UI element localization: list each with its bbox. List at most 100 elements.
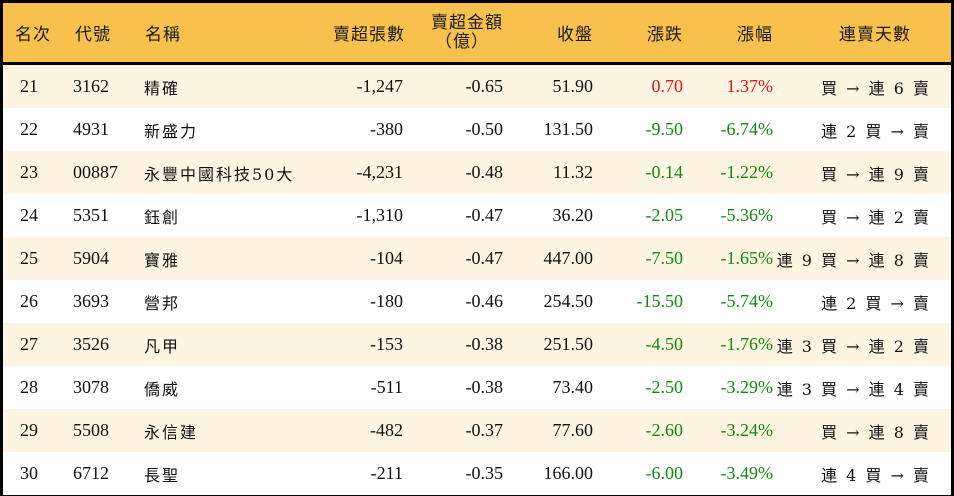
table-body: 21 3162 精確 -1,247 -0.65 51.90 0.70 1.37%… — [3, 65, 951, 495]
net-sell-amount-cell: -0.65 — [465, 76, 504, 96]
close-cell: 254.50 — [543, 291, 594, 311]
header-code[interactable]: 代號 — [75, 25, 111, 45]
net-sell-lots-cell: -482 — [370, 420, 403, 440]
streak-cell: 連 9 買 → 連 8 賣 — [776, 250, 931, 270]
net-sell-amount-cell: -0.47 — [465, 205, 504, 225]
net-sell-lots-cell: -4,231 — [356, 162, 404, 182]
net-sell-lots-cell: -153 — [370, 334, 403, 354]
rank-cell: 23 — [20, 162, 38, 182]
change-cell: -2.50 — [645, 377, 684, 397]
net-sell-lots-cell: -211 — [370, 463, 403, 483]
name-cell: 長聖 — [144, 465, 181, 485]
change-cell: -0.14 — [645, 162, 684, 182]
code-cell: 3078 — [73, 377, 109, 397]
name-cell: 永信建 — [144, 422, 199, 442]
code-cell: 3526 — [73, 334, 109, 354]
name-cell: 永豐中國科技50大 — [144, 164, 295, 184]
code-cell: 3693 — [73, 291, 109, 311]
rank-cell: 28 — [20, 377, 38, 397]
header-net-sell-lots[interactable]: 賣超張數 — [333, 25, 405, 45]
change-pct-cell: -1.76% — [720, 334, 774, 354]
net-sell-amount-cell: -0.37 — [465, 420, 504, 440]
net-sell-lots-cell: -1,247 — [356, 76, 404, 96]
change-cell: -2.60 — [645, 420, 684, 440]
code-cell: 5904 — [73, 248, 109, 268]
name-cell: 新盛力 — [144, 121, 199, 141]
code-cell: 3162 — [73, 76, 109, 96]
change-pct-cell: -1.65% — [720, 248, 774, 268]
close-cell: 251.50 — [543, 334, 594, 354]
code-cell: 5508 — [73, 420, 109, 440]
change-pct-cell: -3.24% — [720, 420, 774, 440]
rank-cell: 24 — [20, 205, 38, 225]
net-sell-lots-cell: -1,310 — [356, 205, 404, 225]
rank-cell: 29 — [20, 420, 38, 440]
name-cell: 鈺創 — [144, 207, 181, 227]
streak-cell: 連 3 買 → 連 2 賣 — [776, 336, 931, 356]
table-row[interactable]: 27 3526 凡甲 -153 -0.38 251.50 -4.50 -1.76… — [3, 323, 951, 366]
header-change[interactable]: 漲跌 — [647, 25, 683, 45]
net-sell-lots-cell: -104 — [370, 248, 403, 268]
table-row[interactable]: 25 5904 寶雅 -104 -0.47 447.00 -7.50 -1.65… — [3, 237, 951, 280]
header-net-sell-amount-unit: （億） — [435, 31, 489, 52]
change-cell: -4.50 — [645, 334, 684, 354]
close-cell: 73.40 — [552, 377, 594, 397]
streak-cell: 連 2 買 → 賣 — [821, 293, 931, 313]
streak-cell: 買 → 連 2 賣 — [821, 207, 931, 227]
net-sell-lots-cell: -511 — [370, 377, 403, 397]
net-sell-amount-cell: -0.38 — [465, 334, 504, 354]
name-cell: 僑威 — [144, 379, 181, 399]
streak-cell: 連 4 買 → 賣 — [821, 465, 931, 485]
net-sell-amount-cell: -0.38 — [465, 377, 504, 397]
change-cell: -2.05 — [645, 205, 684, 225]
rank-cell: 30 — [20, 463, 38, 483]
streak-cell: 連 3 買 → 連 4 賣 — [776, 379, 931, 399]
code-cell: 4931 — [73, 119, 109, 139]
name-cell: 凡甲 — [144, 336, 181, 356]
net-sell-amount-cell: -0.48 — [465, 162, 504, 182]
code-cell: 6712 — [73, 463, 109, 483]
rank-cell: 22 — [20, 119, 38, 139]
table-row[interactable]: 21 3162 精確 -1,247 -0.65 51.90 0.70 1.37%… — [3, 65, 951, 108]
rank-cell: 26 — [20, 291, 38, 311]
change-cell: -15.50 — [636, 291, 684, 311]
header-change-pct[interactable]: 漲幅 — [737, 25, 773, 45]
table-row[interactable]: 28 3078 僑威 -511 -0.38 73.40 -2.50 -3.29%… — [3, 366, 951, 409]
table-row[interactable]: 24 5351 鈺創 -1,310 -0.47 36.20 -2.05 -5.3… — [3, 194, 951, 237]
table-row[interactable]: 29 5508 永信建 -482 -0.37 77.60 -2.60 -3.24… — [3, 409, 951, 452]
name-cell: 營邦 — [144, 293, 181, 313]
table-row[interactable]: 23 00887 永豐中國科技50大 -4,231 -0.48 11.32 -0… — [3, 151, 951, 194]
change-cell: -7.50 — [645, 248, 684, 268]
close-cell: 447.00 — [543, 248, 594, 268]
net-sell-lots-cell: -180 — [370, 291, 403, 311]
change-pct-cell: -3.49% — [720, 463, 774, 483]
table-header: 名次 代號 名稱 賣超張數 賣超金額 （億） 收盤 漲跌 漲幅 連賣天數 — [3, 3, 951, 65]
net-sell-amount-cell: -0.47 — [465, 248, 504, 268]
streak-cell: 買 → 連 9 賣 — [821, 164, 931, 184]
name-cell: 寶雅 — [144, 250, 181, 270]
change-pct-cell: -1.22% — [720, 162, 774, 182]
header-net-sell-amount-line1: 賣超金額 — [431, 12, 503, 33]
streak-cell: 買 → 連 8 賣 — [821, 422, 931, 442]
change-cell: 0.70 — [651, 76, 684, 96]
net-sell-amount-cell: -0.46 — [465, 291, 504, 311]
change-pct-cell: -6.74% — [720, 119, 774, 139]
header-name[interactable]: 名稱 — [145, 25, 181, 45]
header-streak[interactable]: 連賣天數 — [839, 25, 911, 45]
rank-cell: 25 — [20, 248, 38, 268]
close-cell: 131.50 — [543, 119, 594, 139]
header-close[interactable]: 收盤 — [557, 25, 593, 45]
net-sell-lots-cell: -380 — [370, 119, 403, 139]
streak-cell: 連 2 買 → 賣 — [821, 121, 931, 141]
change-pct-cell: -3.29% — [720, 377, 774, 397]
table-row[interactable]: 22 4931 新盛力 -380 -0.50 131.50 -9.50 -6.7… — [3, 108, 951, 151]
table-row[interactable]: 30 6712 長聖 -211 -0.35 166.00 -6.00 -3.49… — [3, 452, 951, 495]
header-net-sell-amount[interactable]: 賣超金額 （億） — [403, 12, 503, 52]
header-rank[interactable]: 名次 — [15, 25, 51, 45]
change-pct-cell: -5.36% — [720, 205, 774, 225]
streak-cell: 買 → 連 6 賣 — [821, 78, 931, 98]
code-cell: 5351 — [73, 205, 109, 225]
change-cell: -6.00 — [645, 463, 684, 483]
table-row[interactable]: 26 3693 營邦 -180 -0.46 254.50 -15.50 -5.7… — [3, 280, 951, 323]
name-cell: 精確 — [144, 78, 181, 98]
